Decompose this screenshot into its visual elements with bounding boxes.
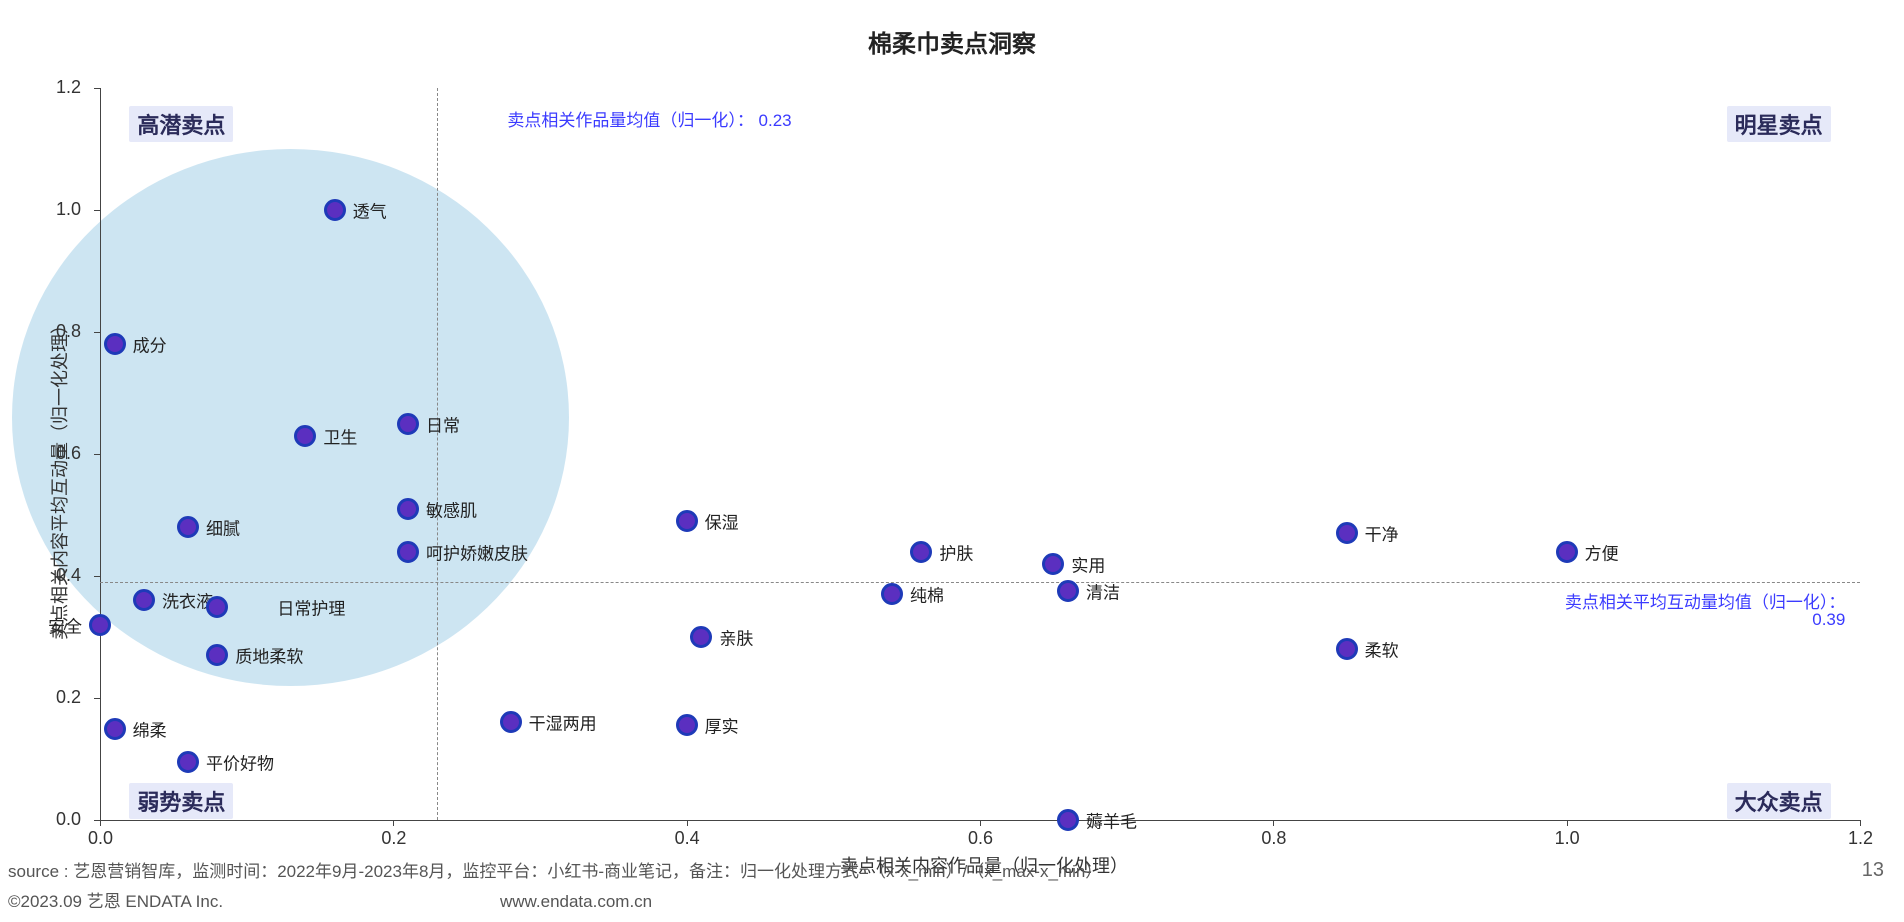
x-tick: 0.2 <box>381 828 406 849</box>
x-tick: 1.0 <box>1555 828 1580 849</box>
data-point <box>1336 522 1358 544</box>
data-point-label: 敏感肌 <box>426 496 477 521</box>
data-point <box>324 199 346 221</box>
y-tick-mark <box>94 820 100 821</box>
page: 棉柔巾卖点洞察 0.00.20.40.60.81.01.20.00.20.40.… <box>0 0 1904 922</box>
x-tick-mark <box>1860 820 1861 826</box>
y-tick-mark <box>94 576 100 577</box>
data-point-label: 洗衣液 <box>162 588 213 613</box>
data-point <box>104 718 126 740</box>
data-point-label: 卫生 <box>323 423 357 448</box>
chart-title: 棉柔巾卖点洞察 <box>0 24 1904 59</box>
ref-line-horizontal <box>100 582 1860 583</box>
y-tick: 0.2 <box>56 687 90 708</box>
x-tick-mark <box>980 820 981 826</box>
x-tick-mark <box>100 820 101 826</box>
site-url: www.endata.com.cn <box>500 892 652 912</box>
data-point-label: 干湿两用 <box>529 710 597 735</box>
data-point <box>89 614 111 636</box>
y-tick-mark <box>94 698 100 699</box>
data-point-label: 呵护娇嫩皮肤 <box>426 539 528 564</box>
y-tick-mark <box>94 210 100 211</box>
data-point-label: 平价好物 <box>206 750 274 775</box>
data-point <box>177 516 199 538</box>
data-point-label: 实用 <box>1071 551 1105 576</box>
data-point <box>676 510 698 532</box>
copyright-text: ©2023.09 艺恩 ENDATA Inc. <box>8 887 223 912</box>
ref-y-annotation: 卖点相关平均互动量均值（归一化）： <box>1565 588 1846 613</box>
x-tick: 1.2 <box>1848 828 1873 849</box>
ref-line-vertical <box>437 88 438 820</box>
data-point-label: 质地柔软 <box>235 643 303 668</box>
data-point <box>397 498 419 520</box>
scatter-plot: 0.00.20.40.60.81.01.20.00.20.40.60.81.01… <box>100 88 1860 820</box>
page-number: 13 <box>1862 859 1884 882</box>
data-point-label: 方便 <box>1585 539 1619 564</box>
y-tick-mark <box>94 454 100 455</box>
data-point <box>881 583 903 605</box>
data-point <box>397 413 419 435</box>
data-point-label: 绵柔 <box>133 716 167 741</box>
ref-y-annotation-value: 0.39 <box>1812 610 1845 630</box>
data-point-label: 薅羊毛 <box>1086 808 1137 833</box>
data-point-label: 干净 <box>1365 521 1399 546</box>
data-point-label: 厚实 <box>705 713 739 738</box>
data-point <box>133 589 155 611</box>
quadrant-top-right: 明星卖点 <box>1727 106 1831 142</box>
data-point <box>1057 809 1079 831</box>
x-tick-mark <box>1567 820 1568 826</box>
data-point <box>500 711 522 733</box>
x-tick: 0.8 <box>1261 828 1286 849</box>
quadrant-bottom-right: 大众卖点 <box>1727 783 1831 819</box>
data-point <box>690 626 712 648</box>
x-tick-mark <box>393 820 394 826</box>
data-point-label: 护肤 <box>939 539 973 564</box>
data-point <box>397 541 419 563</box>
data-point <box>177 751 199 773</box>
data-point-label: 日常 <box>426 411 460 436</box>
data-point-label: 透气 <box>353 198 387 223</box>
data-point-label: 清洁 <box>1086 579 1120 604</box>
y-tick: 1.2 <box>56 77 90 98</box>
ref-x-annotation: 卖点相关作品量均值（归一化）： 0.23 <box>507 106 791 131</box>
data-point-label: 细腻 <box>206 515 240 540</box>
y-tick-mark <box>94 332 100 333</box>
data-point <box>676 714 698 736</box>
y-axis-label: 卖点相关内容平均互动量（归一化处理） <box>46 316 72 640</box>
data-point-label: 柔软 <box>1365 637 1399 662</box>
data-point <box>294 425 316 447</box>
x-tick: 0.4 <box>675 828 700 849</box>
source-text: source : 艺恩营销智库，监测时间：2022年9月-2023年8月，监控平… <box>8 857 1102 882</box>
data-point <box>1336 638 1358 660</box>
data-point <box>1042 553 1064 575</box>
x-tick-mark <box>1273 820 1274 826</box>
y-tick-mark <box>94 88 100 89</box>
data-point-label: 保湿 <box>705 509 739 534</box>
data-point-label: 亲肤 <box>719 625 753 650</box>
data-point <box>1057 580 1079 602</box>
data-point <box>1556 541 1578 563</box>
data-point <box>104 333 126 355</box>
data-point-label: 成分 <box>133 332 167 357</box>
data-point-label: 纯棉 <box>910 582 944 607</box>
quadrant-top-left: 高潜卖点 <box>129 106 233 142</box>
quadrant-bottom-left: 弱势卖点 <box>129 783 233 819</box>
data-point <box>206 596 228 618</box>
x-tick: 0.0 <box>88 828 113 849</box>
y-tick: 0.0 <box>56 809 90 830</box>
y-axis-line <box>100 88 101 820</box>
y-tick: 1.0 <box>56 199 90 220</box>
x-tick-mark <box>687 820 688 826</box>
data-point <box>910 541 932 563</box>
data-point-label: 日常护理 <box>277 594 345 619</box>
data-point <box>206 644 228 666</box>
x-tick: 0.6 <box>968 828 993 849</box>
